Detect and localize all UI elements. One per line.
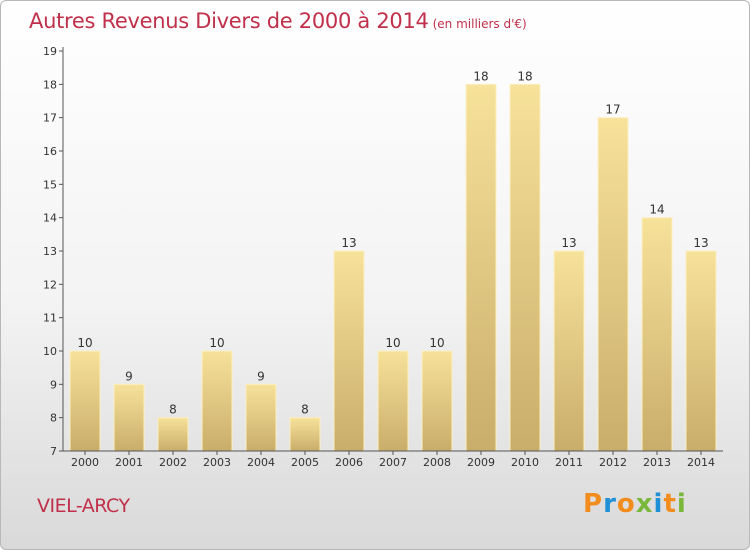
data-label-2008: 10 bbox=[429, 336, 444, 350]
logo-letter: i bbox=[676, 489, 687, 519]
x-tick-label-2011: 2011 bbox=[555, 456, 583, 469]
data-label-2012: 17 bbox=[605, 103, 620, 117]
chart-subtitle: (en milliers d'€) bbox=[432, 17, 527, 31]
x-tick-label-2010: 2010 bbox=[511, 456, 539, 469]
y-tick-label-15: 15 bbox=[43, 178, 57, 191]
data-label-2005: 8 bbox=[301, 403, 309, 417]
data-label-2000: 10 bbox=[77, 336, 92, 350]
y-tick-label-18: 18 bbox=[43, 78, 57, 91]
x-tick-label-2013: 2013 bbox=[643, 456, 671, 469]
x-tick-label-2005: 2005 bbox=[291, 456, 319, 469]
y-tick-label-12: 12 bbox=[43, 278, 57, 291]
x-tick-label-2009: 2009 bbox=[467, 456, 495, 469]
y-tick-label-11: 11 bbox=[43, 312, 57, 325]
chart-title-text: Autres Revenus Divers de 2000 à 2014 bbox=[29, 9, 429, 33]
bar-2000 bbox=[69, 350, 101, 452]
bar-2006 bbox=[333, 250, 365, 452]
data-label-2001: 9 bbox=[125, 369, 133, 383]
data-label-2014: 13 bbox=[693, 236, 708, 250]
proxiti-logo[interactable]: Proxiti bbox=[583, 489, 687, 519]
logo-letter: o bbox=[616, 489, 636, 519]
data-label-2007: 10 bbox=[385, 336, 400, 350]
bar-2001 bbox=[113, 383, 145, 452]
data-label-2013: 14 bbox=[649, 203, 664, 217]
data-label-2002: 8 bbox=[169, 403, 177, 417]
bar-2003 bbox=[201, 350, 233, 452]
bar-2004 bbox=[245, 383, 277, 452]
y-tick-label-9: 9 bbox=[50, 378, 57, 391]
x-tick-label-2000: 2000 bbox=[71, 456, 99, 469]
x-tick-label-2012: 2012 bbox=[599, 456, 627, 469]
x-tick-label-2014: 2014 bbox=[687, 456, 715, 469]
y-tick-label-19: 19 bbox=[43, 45, 57, 58]
data-label-2004: 9 bbox=[257, 369, 265, 383]
y-tick-label-17: 17 bbox=[43, 112, 57, 125]
data-label-2003: 10 bbox=[209, 336, 224, 350]
logo-letter: x bbox=[635, 489, 654, 519]
bar-2011 bbox=[553, 250, 585, 452]
bar-2005 bbox=[289, 417, 321, 452]
chart-title: Autres Revenus Divers de 2000 à 2014 (en … bbox=[29, 9, 527, 33]
data-label-2006: 13 bbox=[341, 236, 356, 250]
bar-2013 bbox=[641, 217, 673, 452]
town-name: VIEL-ARCY bbox=[37, 495, 130, 517]
x-tick-label-2002: 2002 bbox=[159, 456, 187, 469]
y-tick-label-8: 8 bbox=[50, 412, 57, 425]
axes-group: 2000 2001 2002 2003 2004 2005 2006 2007 2008 2009… bbox=[43, 45, 723, 469]
x-tick-label-2001: 2001 bbox=[115, 456, 143, 469]
y-tick-label-7: 7 bbox=[50, 445, 57, 458]
bar-2008 bbox=[421, 350, 453, 452]
bar-2014 bbox=[685, 250, 717, 452]
bar-2012 bbox=[597, 117, 629, 452]
x-tick-label-2007: 2007 bbox=[379, 456, 407, 469]
data-label-2010: 18 bbox=[517, 69, 532, 83]
y-tick-label-14: 14 bbox=[43, 212, 57, 225]
logo-letter: P bbox=[583, 489, 604, 519]
bar-2009 bbox=[465, 83, 497, 452]
x-tick-label-2003: 2003 bbox=[203, 456, 231, 469]
bars-group: 10 9 8 10 9 8 13 10 10 18 18 13 17 14 13 bbox=[69, 69, 717, 452]
bar-2007 bbox=[377, 350, 409, 452]
logo-letter: r bbox=[603, 489, 617, 519]
logo-letter: i bbox=[653, 489, 664, 519]
x-tick-label-2008: 2008 bbox=[423, 456, 451, 469]
bar-2002 bbox=[157, 417, 189, 452]
data-label-2009: 18 bbox=[473, 69, 488, 83]
logo-letter: t bbox=[663, 489, 677, 519]
y-tick-label-10: 10 bbox=[43, 345, 57, 358]
x-tick-label-2004: 2004 bbox=[247, 456, 275, 469]
x-tick-label-2006: 2006 bbox=[335, 456, 363, 469]
y-tick-label-13: 13 bbox=[43, 245, 57, 258]
bar-2010 bbox=[509, 83, 541, 452]
data-label-2011: 13 bbox=[561, 236, 576, 250]
y-tick-label-16: 16 bbox=[43, 145, 57, 158]
